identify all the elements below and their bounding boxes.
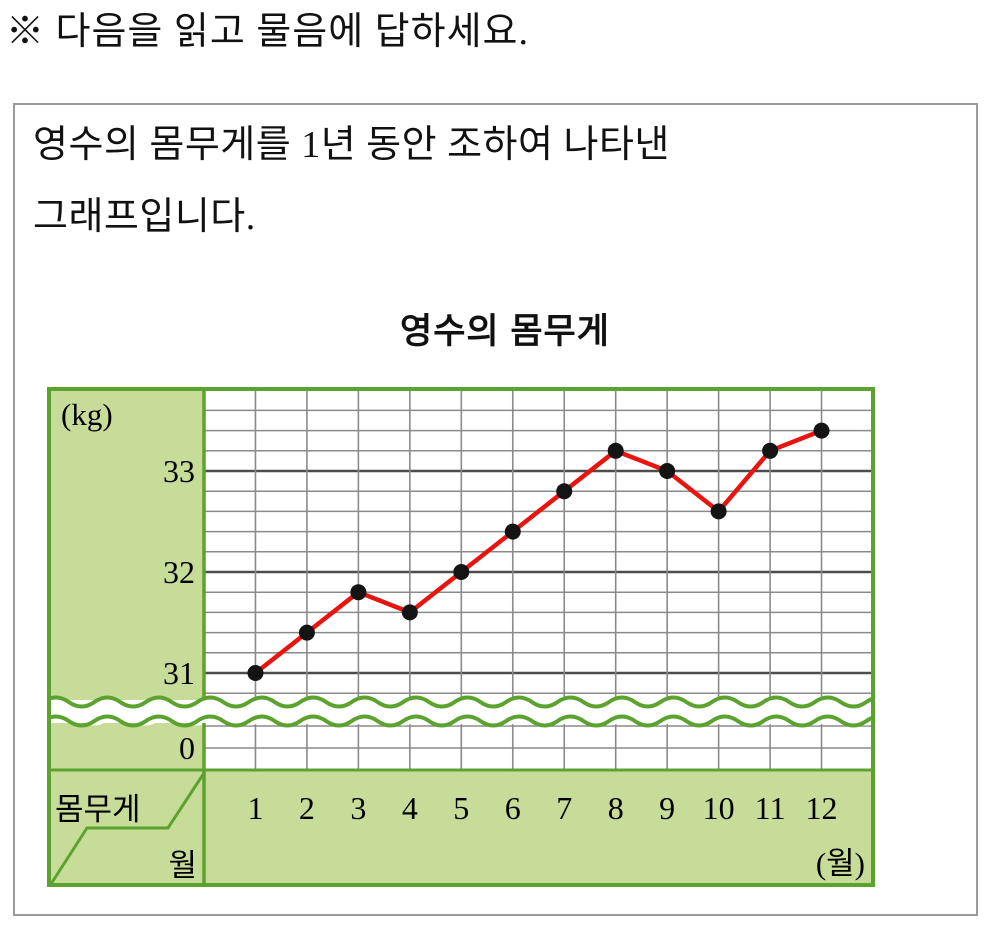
data-point-month-10: [710, 503, 727, 520]
description-line-1: 영수의 몸무게를 1년 동안 조하여 나타낸: [33, 124, 670, 166]
x-unit-label: (월): [816, 846, 865, 881]
chart-title: 영수의 몸무게: [400, 312, 610, 351]
problem-box: 영수의 몸무게를 1년 동안 조하여 나타낸 그래프입니다. 영수의 몸무게 (…: [0, 103, 978, 916]
data-point-month-3: [350, 584, 367, 601]
data-point-month-1: [247, 665, 264, 681]
y-tick-label-31: 31: [163, 655, 195, 691]
weight-line: [253, 428, 824, 676]
axis-break-wave-bottom: [41, 714, 919, 728]
data-point-month-5: [453, 564, 470, 580]
x-tick-label-3: 3: [350, 790, 366, 826]
data-point-month-9: [659, 463, 676, 479]
problem-description: 영수의 몸무게를 1년 동안 조하여 나타낸 그래프입니다.: [33, 109, 963, 253]
x-tick-label-11: 11: [755, 790, 786, 826]
corner-diagonal: [49, 772, 206, 885]
x-tick-label-6: 6: [505, 790, 521, 826]
x-tick-label-7: 7: [556, 790, 572, 826]
data-point-month-11: [762, 442, 779, 459]
instruction-text: ※ 다음을 읽고 물음에 답하세요.: [6, 11, 530, 53]
x-tick-label-10: 10: [703, 790, 735, 826]
y-tick-label-33: 33: [163, 453, 195, 489]
y-axis-label-area-lower: [49, 723, 204, 770]
x-tick-label-8: 8: [608, 790, 624, 826]
zero-label: 0: [179, 730, 195, 766]
x-tick-label-2: 2: [299, 790, 315, 826]
description-line-2: 그래프입니다.: [33, 196, 256, 238]
y-unit-label: (kg): [61, 397, 113, 432]
axis-break-wave-top: [41, 695, 919, 709]
corner-label-weight: 몸무게: [55, 792, 141, 827]
data-point-month-12: [813, 422, 830, 439]
y-tick-label-32: 32: [163, 554, 195, 590]
x-tick-label-5: 5: [453, 790, 469, 826]
data-point-month-6: [504, 523, 521, 540]
axis-break-band: [0, 697, 931, 726]
data-point-month-2: [298, 624, 315, 641]
chart-frame: [47, 387, 875, 887]
bottom-axis-band: [49, 770, 873, 885]
data-point-month-8: [607, 442, 624, 459]
y-axis-label-area: [49, 389, 204, 700]
corner-label-month: 월: [168, 848, 197, 883]
x-tick-label-9: 9: [659, 790, 675, 826]
data-point-month-4: [401, 604, 418, 621]
x-tick-label-12: 12: [806, 790, 838, 826]
weight-chart: (kg) 33 32 31 0 몸무게 월 1 2 3 4 5 6 7 8 9 10 11 12 (월): [0, 387, 931, 887]
data-point-month-7: [556, 483, 573, 500]
x-tick-label-4: 4: [402, 790, 418, 826]
x-tick-label-1: 1: [247, 790, 263, 826]
